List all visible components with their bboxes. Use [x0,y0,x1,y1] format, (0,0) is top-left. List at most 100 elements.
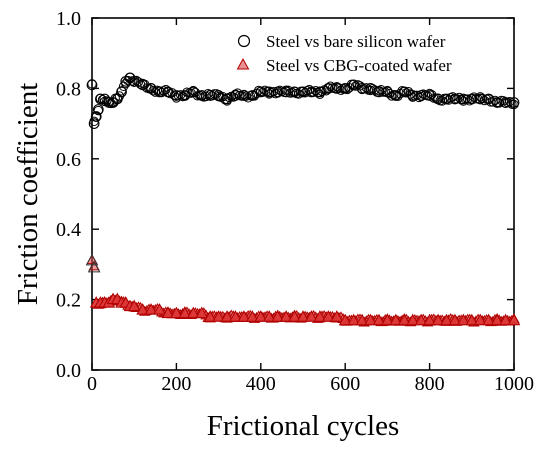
dense-circle-marker [386,91,397,101]
data-point-triangle [389,313,403,326]
y-axis-title: Friction coefficient [12,83,44,306]
legend-marker-circle [237,34,251,48]
data-point-triangle [364,313,377,326]
dense-circle-marker [405,89,416,99]
data-point-triangle [178,306,192,319]
data-point-circle [457,93,469,105]
data-point-circle [204,90,216,101]
x-tick-label: 1000 [494,373,534,395]
data-point-triangle [347,313,360,326]
data-point-triangle [313,310,327,322]
dense-circle-marker [448,92,458,102]
data-point-triangle [431,313,445,326]
data-point-triangle [372,313,386,326]
data-point-circle [322,83,334,94]
data-point-circle [491,97,503,108]
data-point-triangle [262,310,276,322]
data-point-triangle [414,313,428,326]
y-tick-label: 0.8 [56,78,81,100]
data-point-circle [88,118,100,129]
dense-triangle-marker [86,254,98,265]
data-point-circle [90,111,102,122]
data-point-triangle [170,306,183,319]
data-point-circle [449,93,461,105]
data-point-circle [272,86,284,98]
data-point-triangle [465,313,479,326]
x-tick-label: 800 [415,373,445,395]
data-point-triangle [423,313,436,326]
y-tick-label: 0.2 [56,290,81,312]
data-point-circle [238,90,250,101]
data-point-circle [474,93,486,105]
x-axis-title: Frictional cycles [207,410,399,442]
data-point-circle [171,90,182,101]
data-point-circle [415,90,427,101]
x-tick-label: 600 [330,373,360,395]
data-point-circle [289,86,300,98]
data-point-triangle [271,310,285,322]
x-tick-label: 400 [246,373,276,395]
data-point-triangle [246,310,259,322]
data-point-triangle [136,303,149,315]
data-point-triangle [397,313,411,326]
data-point-triangle [203,310,217,322]
data-point-triangle [144,303,158,315]
data-point-circle [432,93,444,105]
data-point-triangle [499,313,512,326]
legend-marker-triangle [236,57,250,70]
data-point-circle [116,86,127,98]
x-tick-label: 200 [161,373,191,395]
data-point-triangle [448,313,462,326]
data-point-circle [196,90,208,101]
x-axis-ticks: 0 200 400 600 800 1000 [87,18,534,395]
data-point-circle [255,86,267,98]
data-point-triangle [338,313,352,326]
data-point-circle [86,79,98,91]
data-point-triangle [161,306,175,319]
data-point-triangle [254,310,268,322]
x-tick-label: 0 [87,373,97,395]
dense-circle-marker [401,88,412,98]
data-point-triangle [507,313,521,326]
data-point-triangle [482,313,496,326]
data-point-circle [331,83,343,94]
dense-circle-marker [266,87,277,98]
data-point-triangle [355,313,369,326]
data-point-circle [466,93,478,105]
data-point-circle [280,86,292,98]
y-axis-ticks: 0.0 0.2 0.4 0.6 0.8 1.0 [56,8,514,382]
data-point-triangle [321,310,335,322]
data-point-triangle [288,310,301,322]
data-point-triangle [440,313,453,326]
data-point-triangle [381,313,394,326]
data-point-triangle [220,310,234,322]
dense-circle-marker [224,92,234,103]
data-point-triangle [87,260,101,273]
data-layer [85,72,521,327]
data-point-circle [373,86,385,98]
data-point-triangle [279,310,293,322]
data-point-triangle [490,313,504,326]
data-point-triangle [237,310,251,322]
data-point-triangle [186,306,200,319]
data-point-triangle [457,313,470,326]
data-point-circle [230,90,241,101]
dense-circle-marker [384,88,395,99]
data-point-circle [306,86,317,98]
data-point-circle [263,86,275,98]
data-point-triangle [195,306,209,319]
y-tick-label: 0.4 [56,219,81,241]
data-point-triangle [153,303,166,315]
data-point-triangle [212,310,225,322]
y-tick-label: 0.0 [56,360,81,382]
y-tick-label: 0.6 [56,149,81,171]
data-point-triangle [330,310,344,322]
data-point-circle [154,86,165,98]
legend: Steel vs bare silicon wafer Steel vs CBG-… [236,32,452,75]
plot-frame [91,17,515,371]
data-point-circle [407,90,419,101]
dense-circle-marker [498,96,509,106]
data-point-circle [297,86,309,98]
